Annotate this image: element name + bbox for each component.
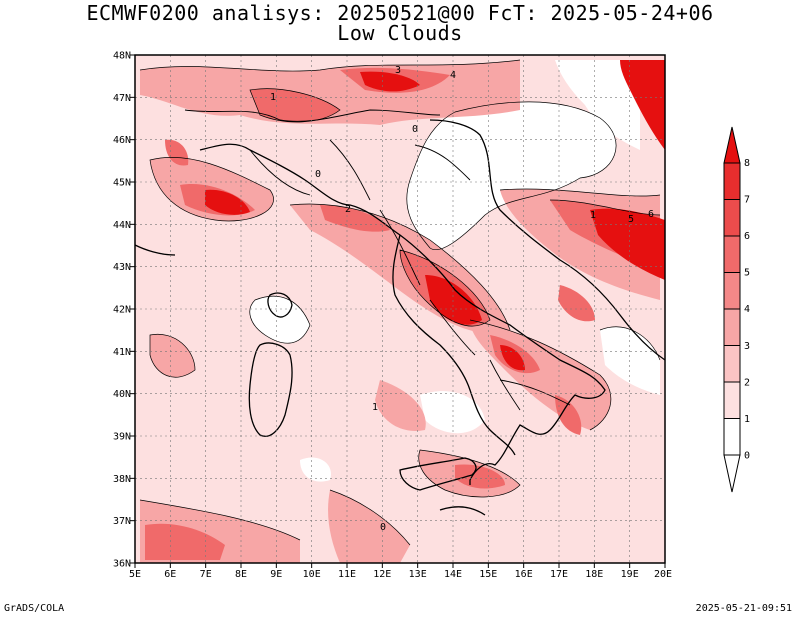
colorbar-label: 1 — [744, 414, 750, 425]
footer-credit: GrADS/COLA — [4, 603, 65, 614]
colorbar-swatch — [723, 235, 741, 273]
lat-label: 42N — [113, 305, 131, 316]
lon-axis: 5E 6E 7E 8E 9E 10E 11E 12E 13E 14E 15E 1… — [129, 569, 672, 580]
lat-label: 41N — [113, 347, 131, 358]
lat-axis: 48N 47N 46N 45N 44N 43N 42N 41N 40N 39N … — [113, 51, 131, 570]
lat-lon-grid — [135, 55, 665, 563]
lat-label: 48N — [113, 51, 131, 62]
chart-title: ECMWF0200 analisys: 20250521@00 FcT: 202… — [86, 1, 714, 25]
axis-tick-marks — [130, 54, 666, 568]
lon-label: 13E — [409, 569, 427, 580]
lon-label: 18E — [585, 569, 603, 580]
colorbar-swatch — [723, 272, 741, 310]
colorbar-label: 4 — [744, 304, 750, 315]
contour-label-4: 4 — [450, 70, 456, 81]
colorbar-swatch — [723, 381, 741, 419]
colorbar-swatch — [723, 418, 741, 456]
lon-label: 7E — [200, 569, 212, 580]
lat-label: 44N — [113, 220, 131, 231]
lon-label: 15E — [479, 569, 497, 580]
lon-label: 19E — [621, 569, 639, 580]
lat-label: 36N — [113, 559, 131, 570]
colorbar-swatch — [723, 162, 741, 200]
contour-label-5: 5 — [628, 214, 634, 225]
lat-label: 39N — [113, 432, 131, 443]
lon-label: 9E — [270, 569, 282, 580]
lat-label: 38N — [113, 474, 131, 485]
lat-label: 43N — [113, 262, 131, 273]
lat-label: 37N — [113, 516, 131, 527]
coastlines — [135, 119, 665, 516]
contour-label-0c: 0 — [380, 522, 386, 533]
colorbar-labels: 0 1 2 3 4 5 6 7 8 — [744, 158, 750, 462]
chart-subtitle: Low Clouds — [337, 21, 463, 45]
lon-label: 20E — [654, 569, 672, 580]
lon-label: 10E — [303, 569, 321, 580]
lon-label: 16E — [515, 569, 533, 580]
lon-label: 11E — [338, 569, 356, 580]
contour-lines — [139, 59, 661, 546]
colorbar-label: 5 — [744, 268, 750, 279]
colorbar-label: 8 — [744, 158, 750, 169]
contour-label-2: 2 — [345, 204, 351, 215]
contour-label-0b: 0 — [412, 124, 418, 135]
colorbar-label: 0 — [744, 451, 750, 462]
colorbar-arrow-high — [723, 126, 741, 164]
contour-label-3: 3 — [395, 65, 401, 76]
lon-label: 6E — [164, 569, 176, 580]
colorbar-label: 6 — [744, 231, 750, 242]
contour-labels: 0 0 1 1 2 1 3 4 5 6 0 — [270, 65, 654, 533]
colorbar-label: 2 — [744, 377, 750, 388]
colorbar-swatch — [723, 199, 741, 237]
colorbar-swatch — [723, 345, 741, 383]
colorbar-arrow-low — [723, 454, 741, 493]
contour-label-1: 1 — [270, 92, 276, 103]
lon-label: 17E — [550, 569, 568, 580]
admin-borders — [184, 109, 571, 411]
colorbar-swatch — [723, 308, 741, 346]
contour-label-0: 0 — [315, 169, 321, 180]
lat-label: 46N — [113, 135, 131, 146]
lat-label: 45N — [113, 178, 131, 189]
lon-label: 14E — [444, 569, 462, 580]
colorbar-label: 3 — [744, 341, 750, 352]
lon-label: 12E — [373, 569, 391, 580]
colorbar-label: 7 — [744, 195, 750, 206]
contour-label-1c: 1 — [372, 402, 378, 413]
map-plot: 0 0 1 1 2 1 3 4 5 6 0 — [135, 55, 665, 563]
contour-label-6: 6 — [648, 209, 654, 220]
lat-label: 47N — [113, 93, 131, 104]
lon-label: 8E — [235, 569, 247, 580]
colorbar-swatches — [723, 126, 741, 493]
colorbar: 0 1 2 3 4 5 6 7 8 — [723, 126, 750, 493]
contour-label-1b: 1 — [590, 210, 596, 221]
lon-label: 5E — [129, 569, 141, 580]
footer-timestamp: 2025-05-21-09:51 — [695, 603, 792, 614]
lat-label: 40N — [113, 389, 131, 400]
